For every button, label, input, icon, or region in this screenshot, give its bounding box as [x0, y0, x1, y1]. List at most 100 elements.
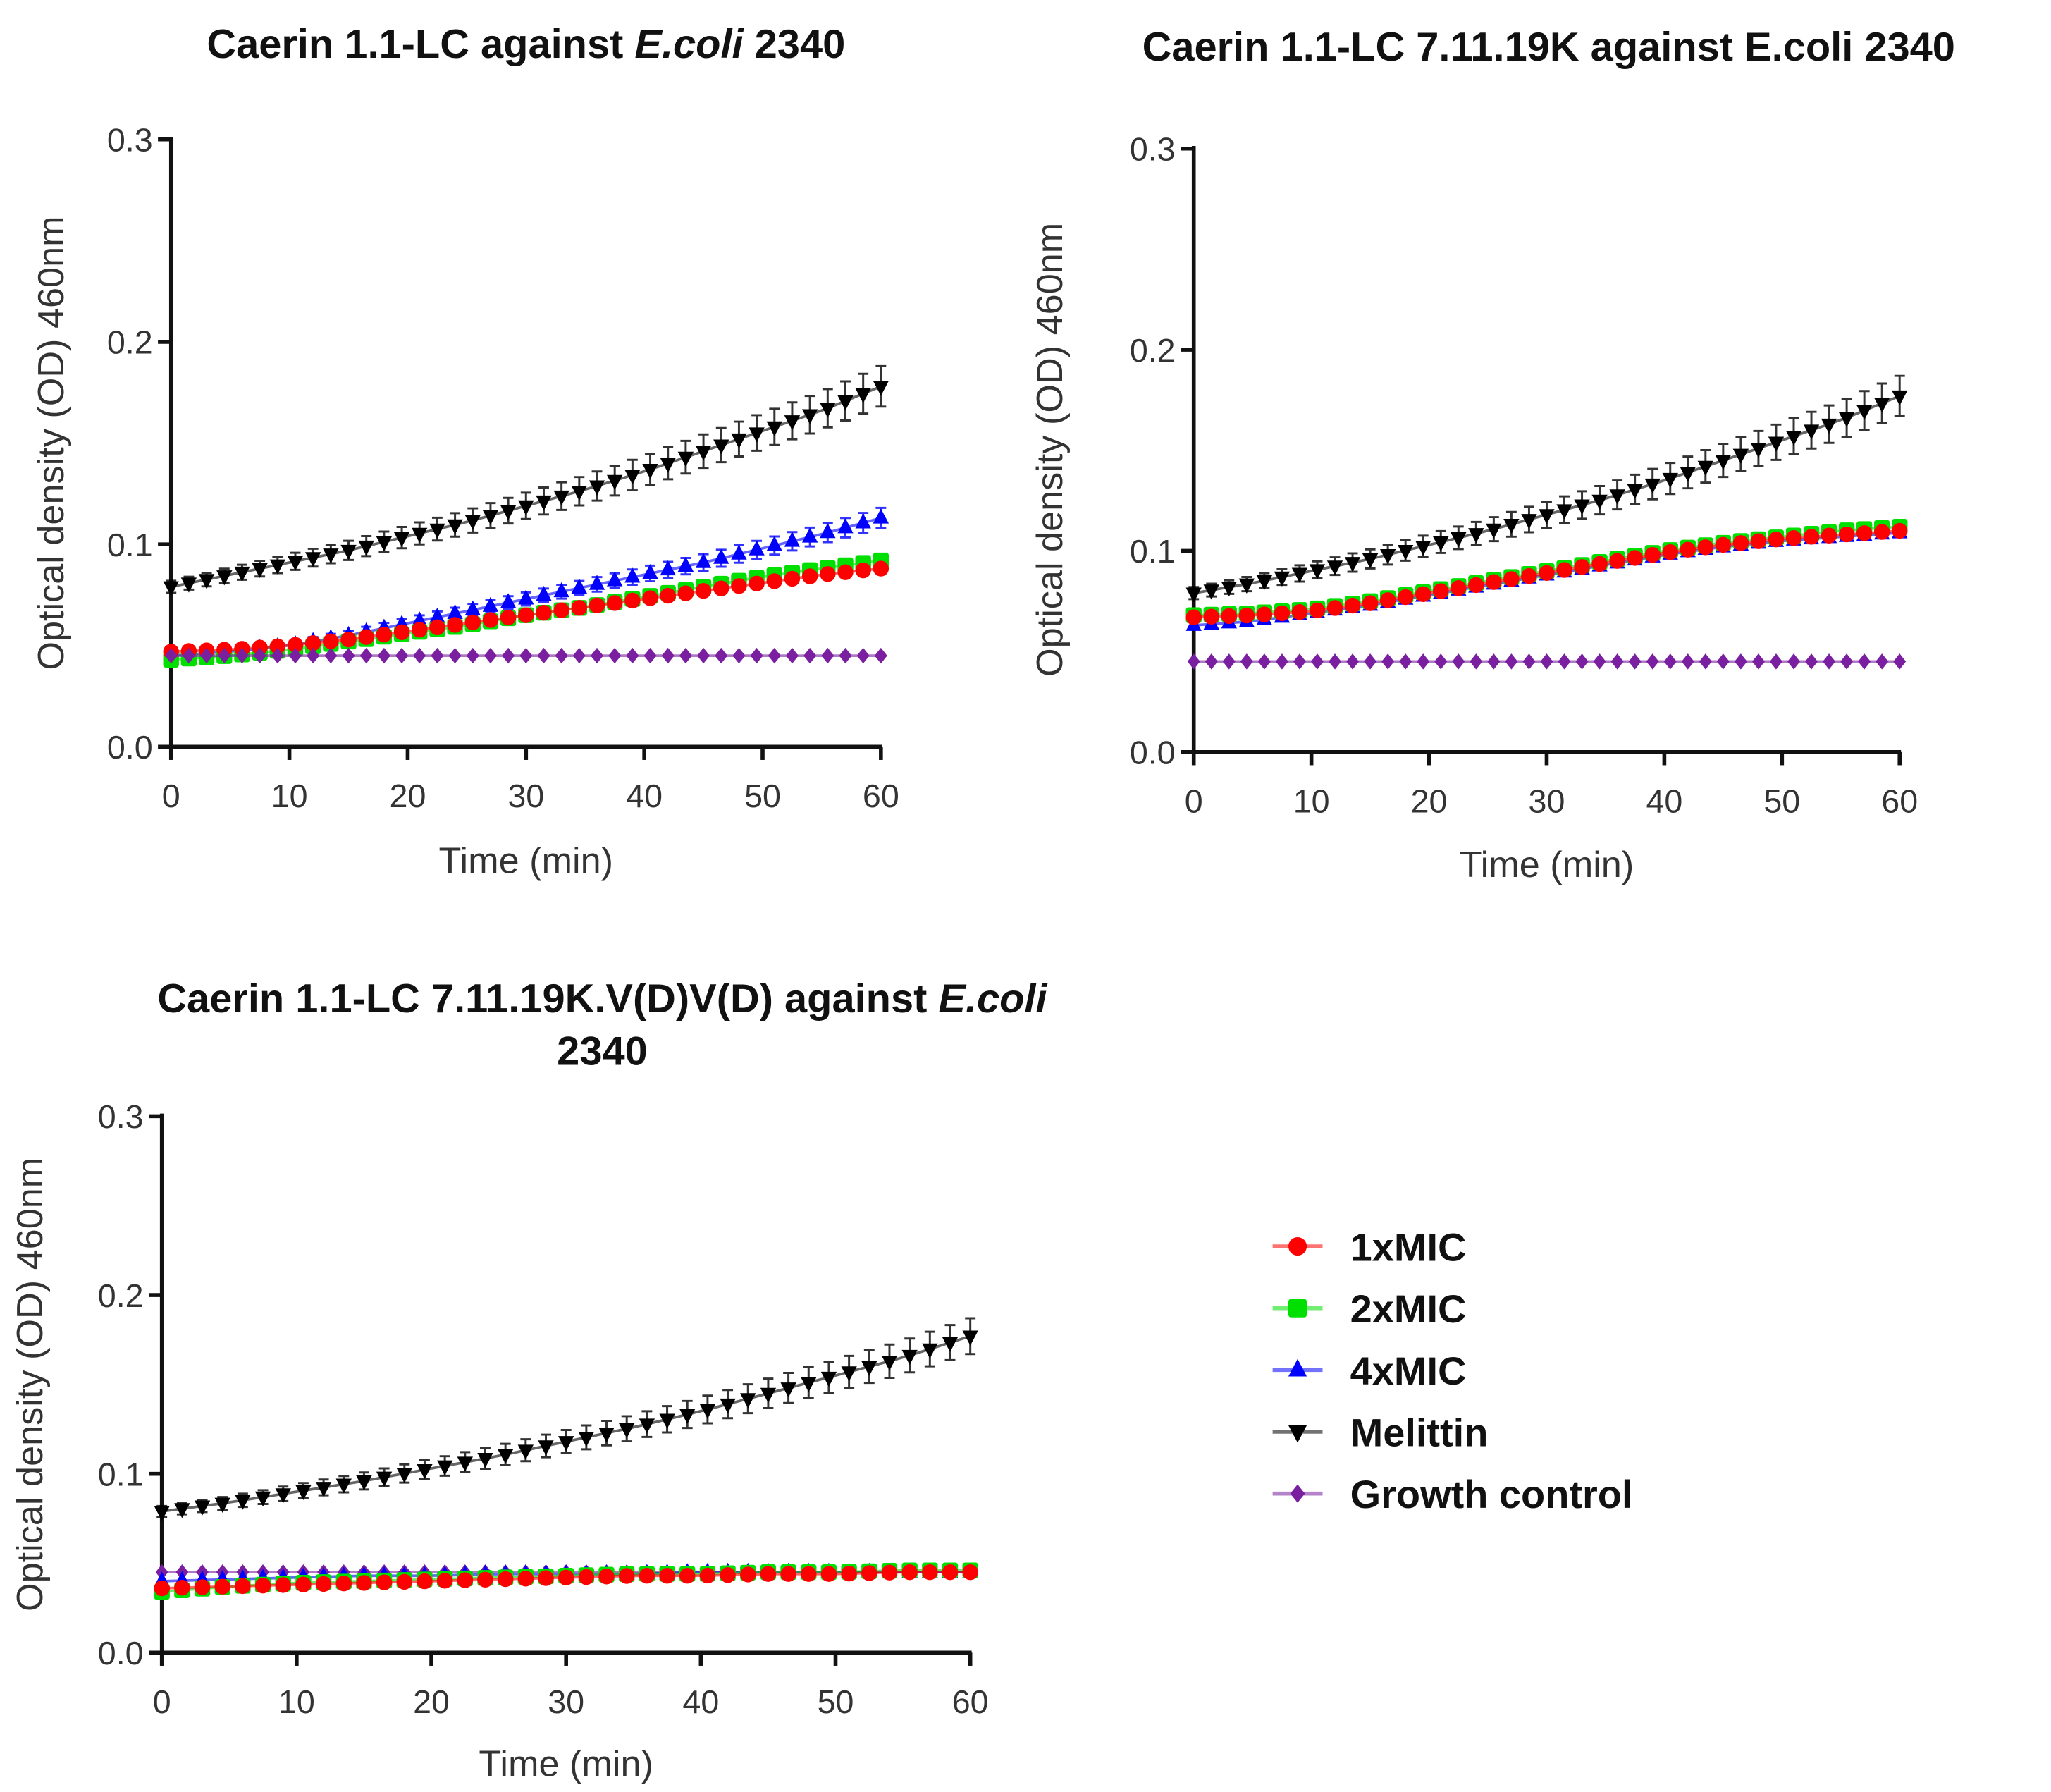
data-point [922, 1564, 938, 1581]
data-point [180, 577, 197, 593]
legend-marker [1288, 1236, 1307, 1256]
data-point [874, 647, 887, 664]
data-point [801, 1566, 817, 1582]
data-point [820, 566, 836, 582]
data-point [572, 647, 586, 664]
x-tick-label: 60 [1881, 783, 1918, 820]
data-point [1326, 600, 1343, 616]
data-point [661, 647, 675, 664]
data-point [861, 1565, 877, 1581]
data-point [1574, 499, 1590, 515]
data-point [234, 566, 250, 582]
data-point [218, 647, 231, 664]
data-point [482, 596, 499, 612]
data-point [295, 1485, 312, 1500]
data-point [731, 578, 747, 594]
data-point [163, 581, 179, 596]
data-point [340, 544, 357, 560]
data-point [606, 474, 623, 491]
x-tick-label: 30 [1529, 783, 1565, 820]
data-point [518, 589, 534, 605]
data-point [760, 1387, 777, 1403]
data-point [873, 560, 889, 577]
data-point [1876, 653, 1889, 670]
data-point [571, 578, 588, 594]
data-point [1415, 586, 1431, 602]
data-point [342, 647, 355, 664]
x-tick-label: 0 [1185, 783, 1203, 820]
data-point [518, 607, 534, 623]
data-point [1221, 581, 1237, 597]
data-point [1856, 405, 1873, 420]
series-growth-control [164, 647, 887, 664]
data-point [429, 619, 445, 636]
data-point [1768, 531, 1785, 548]
data-point [1785, 529, 1802, 546]
data-point [1770, 653, 1782, 670]
data-point [464, 614, 481, 631]
data-point [477, 1453, 493, 1468]
y-axis-label: Optical density (OD) 460nm [1030, 223, 1071, 677]
data-point [660, 458, 676, 473]
data-point [624, 567, 641, 583]
data-point [393, 624, 410, 640]
y-tick-label: 0.2 [98, 1277, 144, 1314]
data-point [417, 1573, 433, 1590]
data-point [464, 600, 481, 616]
data-point [307, 647, 320, 664]
data-point [768, 647, 781, 664]
data-point [214, 1578, 230, 1595]
data-point [1892, 522, 1908, 539]
data-point [1540, 653, 1553, 670]
legend-marker [1290, 1484, 1305, 1503]
x-tick-label: 20 [413, 1683, 450, 1720]
data-point [801, 527, 818, 543]
chart-title: Caerin 1.1-LC 7.11.19K against E.coli 23… [1142, 25, 1955, 70]
data-point [356, 1475, 372, 1491]
data-point [841, 1566, 857, 1582]
data-point [1751, 653, 1765, 670]
data-point [377, 647, 390, 664]
data-point [571, 600, 588, 616]
data-point [1521, 514, 1537, 529]
legend-label: Growth control [1350, 1472, 1633, 1516]
data-point [1291, 603, 1308, 620]
data-point [1821, 527, 1837, 544]
data-point [732, 647, 746, 664]
data-point [252, 563, 268, 579]
data-point [1787, 653, 1800, 670]
legend-item: 4xMIC [1272, 1349, 1466, 1393]
data-point [558, 1569, 574, 1585]
legend-item: 1xMIC [1272, 1225, 1466, 1270]
data-point [697, 647, 710, 664]
data-point [500, 505, 517, 520]
data-point [555, 647, 568, 664]
data-point [749, 575, 765, 592]
data-point [881, 1564, 898, 1581]
data-point [1556, 504, 1572, 520]
data-point [1858, 653, 1871, 670]
data-point [571, 486, 588, 501]
data-point [536, 604, 552, 621]
data-point [1574, 559, 1590, 575]
data-point [216, 570, 233, 586]
data-point [589, 480, 605, 496]
data-point [922, 1343, 938, 1359]
data-point [1505, 653, 1518, 670]
data-point [942, 1564, 959, 1581]
data-point [269, 638, 286, 655]
data-point [786, 647, 799, 664]
x-tick-label: 40 [626, 778, 663, 814]
data-point [1785, 430, 1802, 446]
data-point [154, 1580, 170, 1597]
data-point [598, 1569, 615, 1585]
data-point [482, 510, 499, 525]
x-axis-label: Time (min) [479, 1744, 653, 1785]
data-point [447, 617, 463, 633]
data-point [497, 1571, 514, 1588]
data-point [715, 647, 728, 664]
data-point [1892, 390, 1908, 406]
data-point [252, 639, 268, 656]
data-point [624, 592, 641, 609]
data-point [1646, 653, 1659, 670]
